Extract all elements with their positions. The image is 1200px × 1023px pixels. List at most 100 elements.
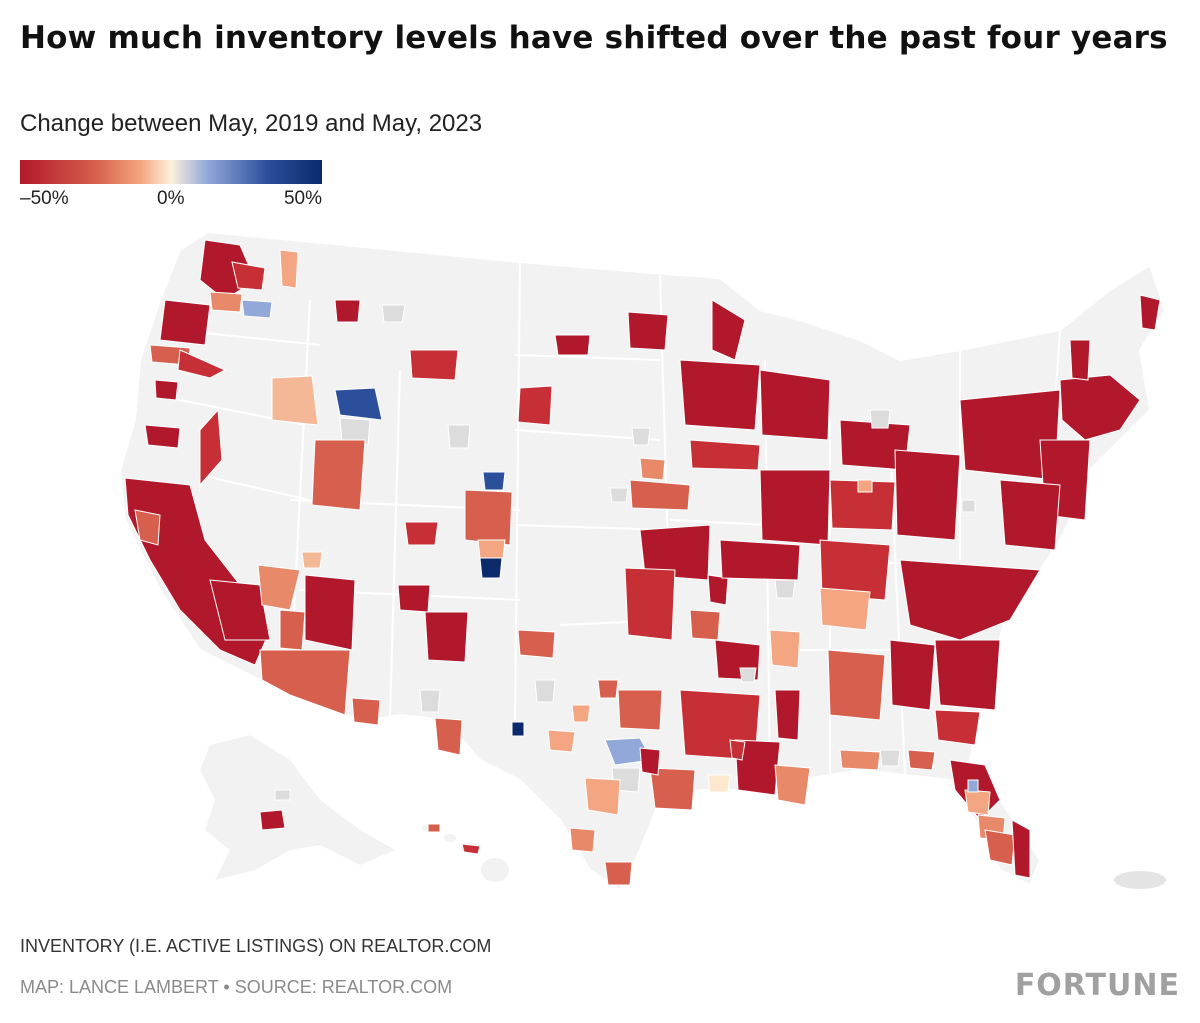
metro-region bbox=[339, 417, 371, 446]
metro-region bbox=[894, 449, 961, 541]
metro-region bbox=[334, 299, 361, 323]
metro-region bbox=[279, 609, 306, 651]
metro-region bbox=[1069, 339, 1091, 381]
legend-mid-label: 0% bbox=[157, 188, 185, 209]
metro-region bbox=[534, 679, 556, 703]
metro-region bbox=[477, 539, 506, 559]
metro-region bbox=[934, 709, 981, 746]
metro-region bbox=[231, 261, 266, 291]
metro-region bbox=[569, 827, 596, 853]
metro-region bbox=[639, 747, 661, 776]
metro-region bbox=[424, 611, 469, 663]
metro-region bbox=[547, 729, 576, 753]
metro-region bbox=[639, 457, 666, 481]
metro-region bbox=[829, 479, 896, 531]
footnote: INVENTORY (I.E. ACTIVE LISTINGS) ON REAL… bbox=[20, 936, 492, 956]
metro-region bbox=[554, 334, 591, 356]
metro-region bbox=[629, 479, 691, 511]
metro-region bbox=[334, 387, 383, 421]
metro-region bbox=[869, 409, 891, 429]
metro-region bbox=[689, 439, 761, 471]
metro-region bbox=[311, 439, 366, 511]
metro-region bbox=[631, 427, 651, 446]
metro-region bbox=[301, 551, 323, 569]
alaska-land bbox=[200, 735, 395, 880]
legend-gradient-bar bbox=[20, 160, 322, 184]
metro-region bbox=[649, 767, 696, 811]
credit-line: MAP: LANCE LAMBERT • SOURCE: REALTOR.COM bbox=[20, 977, 453, 997]
metro-region bbox=[889, 639, 936, 711]
metro-region bbox=[827, 649, 886, 721]
metro-region bbox=[159, 299, 211, 346]
metro-region bbox=[759, 469, 831, 546]
metro-region bbox=[464, 489, 513, 546]
metro-region bbox=[617, 689, 663, 731]
metro-region bbox=[154, 379, 179, 401]
metro-region bbox=[879, 749, 901, 767]
metro-region bbox=[679, 359, 761, 431]
legend-max-label: 50% bbox=[283, 188, 322, 209]
metro-region bbox=[427, 823, 441, 833]
legend-min-label: –50% bbox=[20, 188, 69, 209]
color-legend: –50% 0% 50% bbox=[20, 160, 322, 210]
metro-region bbox=[134, 509, 161, 546]
metro-region bbox=[409, 349, 459, 381]
metro-region bbox=[461, 843, 481, 855]
chart-title: How much inventory levels have shifted o… bbox=[20, 20, 1168, 56]
metro-region bbox=[381, 304, 406, 323]
metro-region bbox=[719, 539, 801, 581]
metro-region bbox=[419, 689, 441, 713]
puerto-rico-land bbox=[1114, 871, 1166, 889]
metro-region bbox=[517, 629, 556, 659]
metro-region bbox=[144, 424, 181, 449]
metro-region bbox=[964, 789, 991, 816]
metro-region bbox=[839, 749, 881, 771]
metro-region bbox=[397, 584, 431, 613]
metro-region bbox=[707, 574, 729, 606]
metro-region bbox=[511, 721, 525, 737]
metro-region bbox=[447, 424, 471, 449]
metro-region bbox=[759, 369, 831, 441]
metro-region bbox=[304, 574, 356, 651]
metro-region bbox=[984, 829, 1016, 866]
metro-region bbox=[351, 697, 381, 726]
metro-region bbox=[571, 704, 591, 723]
metro-region bbox=[259, 809, 286, 831]
metro-region bbox=[961, 499, 976, 513]
metro-region bbox=[279, 249, 299, 289]
metro-region bbox=[274, 789, 291, 801]
metro-region bbox=[434, 717, 463, 756]
choropleth-map bbox=[118, 230, 1167, 892]
metro-region bbox=[199, 408, 223, 487]
metro-region bbox=[857, 479, 873, 493]
metro-region bbox=[271, 375, 319, 426]
metro-region bbox=[1139, 294, 1161, 331]
metro-region bbox=[734, 739, 781, 796]
metro-region bbox=[257, 564, 301, 611]
fortune-logo: FORTUNE bbox=[1014, 968, 1180, 1003]
metro-region bbox=[729, 739, 746, 761]
metro-region bbox=[899, 559, 1041, 641]
metro-region bbox=[934, 639, 1001, 711]
metro-region bbox=[774, 689, 801, 741]
metro-region bbox=[907, 749, 936, 771]
metro-region bbox=[707, 774, 731, 793]
metro-region bbox=[739, 667, 757, 683]
metro-region bbox=[967, 779, 979, 793]
metro-region bbox=[1011, 819, 1031, 879]
metro-region bbox=[711, 299, 746, 361]
metro-region bbox=[209, 579, 271, 641]
metro-region bbox=[1059, 374, 1141, 441]
metro-region bbox=[209, 291, 243, 313]
metro-region bbox=[609, 487, 629, 503]
chart-subtitle: Change between May, 2019 and May, 2023 bbox=[20, 110, 483, 137]
metro-region bbox=[627, 311, 669, 351]
legend-labels: –50% 0% 50% bbox=[20, 184, 322, 210]
metro-region bbox=[241, 299, 273, 319]
metro-region bbox=[819, 587, 871, 631]
metro-region bbox=[482, 471, 506, 491]
metro-region bbox=[769, 629, 801, 669]
hawaii-land bbox=[422, 824, 509, 882]
metro-region bbox=[689, 609, 721, 641]
metro-region bbox=[479, 557, 503, 579]
